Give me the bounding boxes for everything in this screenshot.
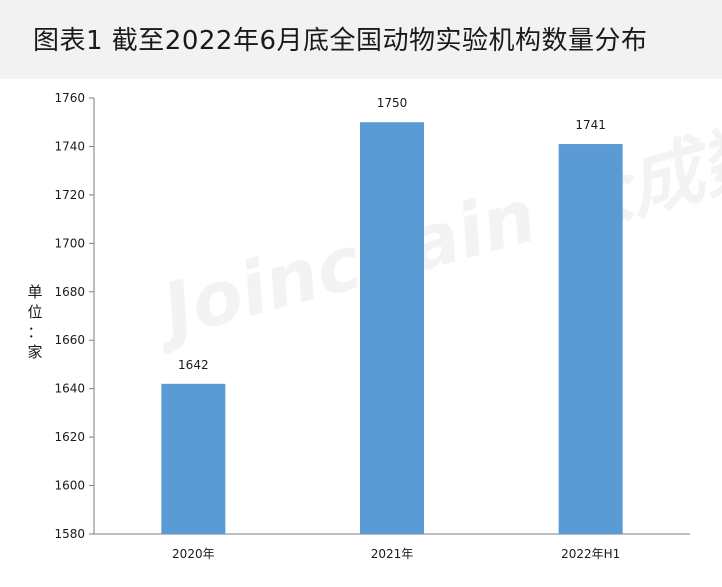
chart-title: 图表1 截至2022年6月底全国动物实验机构数量分布 <box>33 26 648 56</box>
y-tick-label: 1720 <box>54 188 85 202</box>
y-tick-label: 1600 <box>54 479 85 493</box>
bar <box>161 383 226 534</box>
x-tick-label: 2021年 <box>371 547 414 561</box>
y-tick-label: 1660 <box>54 333 85 347</box>
title-bar: 图表1 截至2022年6月底全国动物实验机构数量分布 <box>0 0 722 79</box>
x-tick-label: 2020年 <box>172 547 215 561</box>
data-label: 1741 <box>575 118 606 132</box>
y-axis-label: 单位：家 <box>24 282 46 362</box>
y-tick-label: 1680 <box>54 285 85 299</box>
y-axis-label-text: 单位：家 <box>27 283 43 361</box>
data-label: 1750 <box>377 96 408 110</box>
x-tick-label: 2022年H1 <box>561 547 620 561</box>
y-tick-label: 1700 <box>54 236 85 250</box>
bar <box>558 144 623 534</box>
y-tick-label: 1640 <box>54 382 85 396</box>
y-tick-label: 1580 <box>54 527 85 541</box>
y-tick-label: 1760 <box>54 91 85 105</box>
data-label: 1642 <box>178 358 209 372</box>
y-tick-label: 1620 <box>54 430 85 444</box>
bar <box>360 122 424 534</box>
y-tick-label: 1740 <box>54 139 85 153</box>
